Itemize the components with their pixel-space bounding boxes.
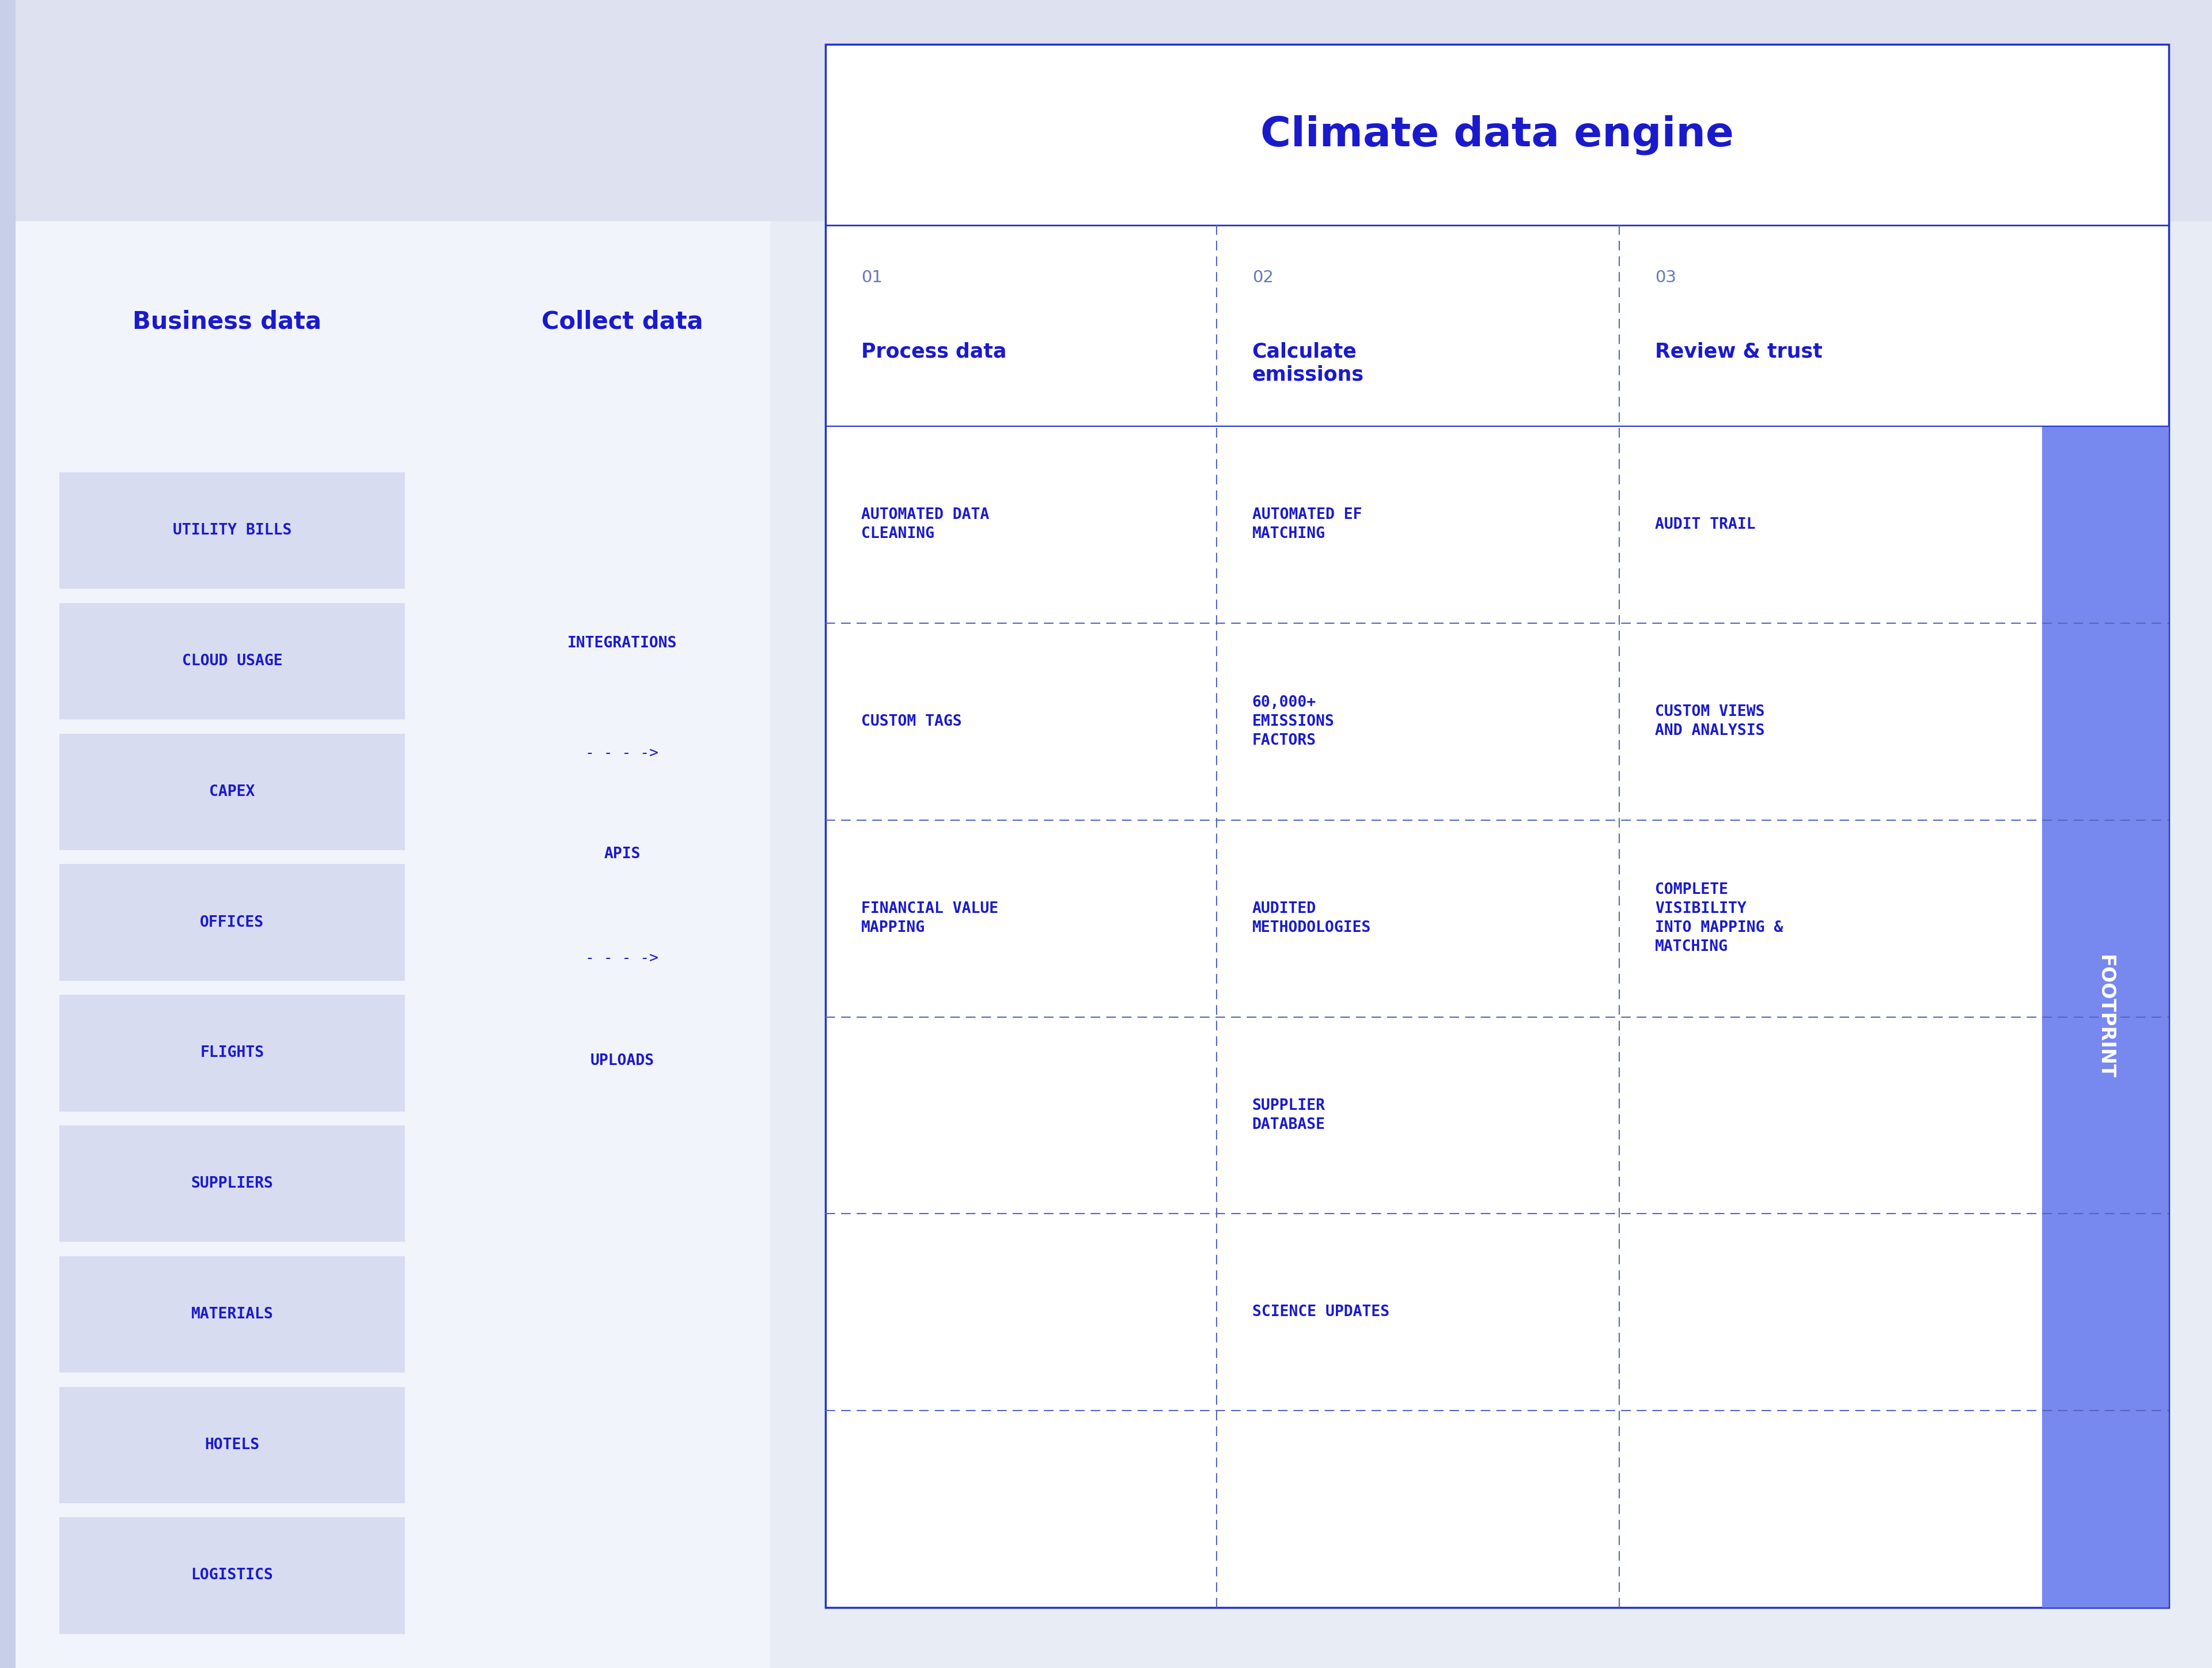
Bar xyxy=(0,0,15,1668)
Text: SUPPLIER
DATABASE: SUPPLIER DATABASE xyxy=(1252,1098,1325,1133)
Text: CLOUD USAGE: CLOUD USAGE xyxy=(181,654,283,669)
Text: SCIENCE UPDATES: SCIENCE UPDATES xyxy=(1252,1304,1389,1319)
Text: AUDITED
METHODOLOGIES: AUDITED METHODOLOGIES xyxy=(1252,901,1371,936)
Text: OFFICES: OFFICES xyxy=(199,916,263,931)
Text: HOTELS: HOTELS xyxy=(206,1438,259,1453)
Bar xyxy=(60,602,405,719)
Text: CUSTOM TAGS: CUSTOM TAGS xyxy=(860,714,962,729)
Text: Climate data engine: Climate data engine xyxy=(1261,115,1734,155)
Text: FOOTPRINT: FOOTPRINT xyxy=(2095,954,2115,1079)
Text: SUPPLIERS: SUPPLIERS xyxy=(190,1176,274,1191)
Text: AUTOMATED DATA
CLEANING: AUTOMATED DATA CLEANING xyxy=(860,507,989,542)
Text: - - - ->: - - - -> xyxy=(586,951,659,966)
Bar xyxy=(60,1256,405,1373)
Text: Review & trust: Review & trust xyxy=(1655,342,1823,362)
Text: - - - ->: - - - -> xyxy=(586,746,659,761)
Bar xyxy=(0,0,2212,222)
Bar xyxy=(60,1518,405,1635)
Bar xyxy=(2042,425,2168,1608)
Text: AUDIT TRAIL: AUDIT TRAIL xyxy=(1655,517,1756,532)
Text: UTILITY BILLS: UTILITY BILLS xyxy=(173,524,292,539)
Bar xyxy=(0,222,770,1668)
Text: FLIGHTS: FLIGHTS xyxy=(199,1046,263,1061)
Text: Process data: Process data xyxy=(860,342,1006,362)
Bar xyxy=(60,994,405,1111)
Text: 03: 03 xyxy=(1655,269,1677,285)
Text: Collect data: Collect data xyxy=(542,310,703,334)
Text: 60,000+
EMISSIONS
FACTORS: 60,000+ EMISSIONS FACTORS xyxy=(1252,696,1334,747)
Text: COMPLETE
VISIBILITY
INTO MAPPING &
MATCHING: COMPLETE VISIBILITY INTO MAPPING & MATCH… xyxy=(1655,882,1783,954)
Text: 02: 02 xyxy=(1252,269,1274,285)
Bar xyxy=(60,1386,405,1503)
Text: FINANCIAL VALUE
MAPPING: FINANCIAL VALUE MAPPING xyxy=(860,901,998,936)
Bar xyxy=(825,45,2168,1608)
Text: AUTOMATED EF
MATCHING: AUTOMATED EF MATCHING xyxy=(1252,507,1363,542)
Bar xyxy=(60,472,405,589)
Bar xyxy=(60,1126,405,1243)
Text: UPLOADS: UPLOADS xyxy=(591,1054,655,1069)
Bar xyxy=(60,734,405,851)
Bar xyxy=(60,864,405,981)
Text: INTEGRATIONS: INTEGRATIONS xyxy=(566,636,677,651)
Text: Calculate
emissions: Calculate emissions xyxy=(1252,342,1365,385)
Text: CUSTOM VIEWS
AND ANALYSIS: CUSTOM VIEWS AND ANALYSIS xyxy=(1655,704,1765,739)
Text: LOGISTICS: LOGISTICS xyxy=(190,1568,274,1583)
Text: APIS: APIS xyxy=(604,847,641,862)
Text: CAPEX: CAPEX xyxy=(210,784,254,799)
Text: Business data: Business data xyxy=(133,310,321,334)
Text: MATERIALS: MATERIALS xyxy=(190,1306,274,1321)
Text: 01: 01 xyxy=(860,269,883,285)
